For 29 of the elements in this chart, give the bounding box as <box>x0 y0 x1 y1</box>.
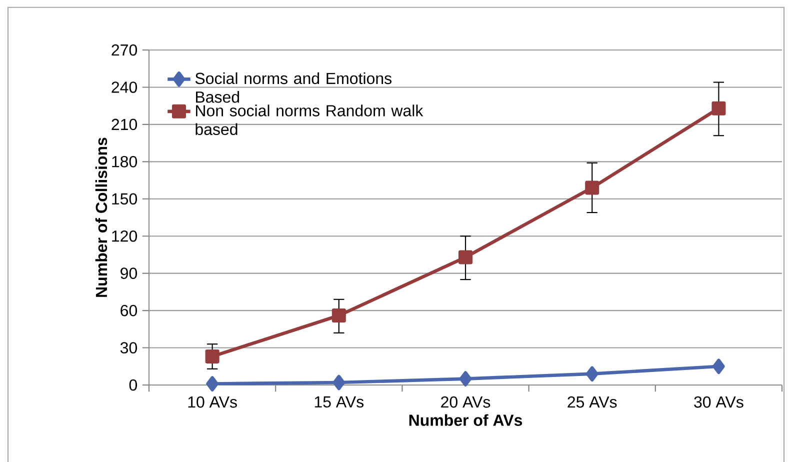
point <box>332 308 346 323</box>
y-tick-label: 150 <box>112 193 138 205</box>
y-tick-label: 120 <box>112 230 138 242</box>
point <box>712 101 726 116</box>
point <box>458 250 473 264</box>
point <box>712 358 725 374</box>
y-tick-label: 180 <box>112 156 138 168</box>
y-axis-title: Number of Collisions <box>95 138 108 297</box>
x-axis-title: Number of AVs <box>409 414 522 426</box>
legend-label: Social norms and Emotions Based <box>195 72 392 103</box>
x-tick-label: 20 AVs <box>441 396 490 408</box>
point <box>332 374 346 390</box>
x-tick-label: 25 AVs <box>568 396 617 408</box>
x-tick-label: 15 AVs <box>314 396 364 408</box>
y-tick-label: 0 <box>129 379 138 391</box>
point <box>586 366 598 382</box>
y-tick-label: 210 <box>112 118 138 130</box>
point <box>459 371 472 386</box>
y-tick-label: 30 <box>120 342 138 354</box>
y-tick-label: 240 <box>112 82 138 93</box>
point <box>585 180 600 195</box>
y-tick-label: 90 <box>120 268 138 279</box>
x-tick-label: 10 AVs <box>188 396 237 408</box>
point <box>206 376 218 392</box>
y-tick-label: 270 <box>112 44 138 56</box>
x-tick-label: 30 AVs <box>694 396 744 408</box>
y-tick-label: 60 <box>120 304 138 316</box>
point <box>205 349 220 364</box>
legend-label: Non social norms Random walk based <box>196 104 424 136</box>
